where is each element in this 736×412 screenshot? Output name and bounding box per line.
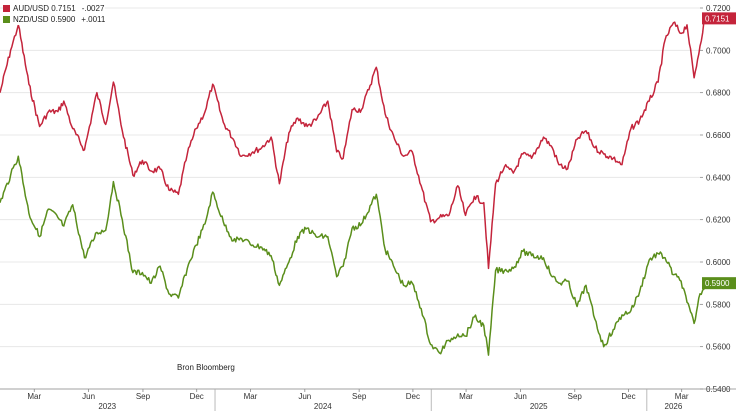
x-tick-label: Jun — [82, 392, 95, 401]
x-tick-label: Dec — [406, 392, 420, 401]
year-label: 2025 — [530, 402, 548, 411]
legend-last-nzd: 0.5900 — [50, 15, 76, 24]
x-tick-label: Sep — [136, 392, 151, 401]
legend-change-aud: -.0027 — [81, 4, 105, 13]
y-tick-label: 0.7000 — [706, 46, 731, 55]
series-lines — [0, 12, 710, 356]
x-axis: Mar Jun Sep Dec Mar Jun Sep Dec Mar Jun Sep Dec Mar2… — [0, 388, 736, 411]
last-value-label-0: 0.7151 — [705, 14, 730, 23]
x-tick-label: Mar — [459, 392, 473, 401]
last-value-labels: 0.7151 0.5900 — [702, 12, 736, 290]
y-tick-label: 0.6200 — [706, 216, 731, 225]
x-tick-label: Dec — [190, 392, 204, 401]
source-note: Bron Bloomberg — [177, 363, 235, 372]
legend-pair-nzd: NZD/USD — [13, 15, 49, 24]
x-tick-label: Dec — [621, 392, 635, 401]
y-tick-label: 0.6600 — [706, 131, 731, 140]
year-label: 2026 — [665, 402, 683, 411]
legend: AUD/USD 0.7151 -.0027 NZD/USD 0.5900 +.001… — [3, 3, 106, 25]
last-value-label-1: 0.5900 — [705, 279, 730, 288]
legend-last-aud: 0.7151 — [51, 4, 76, 13]
x-tick-label: Sep — [352, 392, 367, 401]
last-value-box-1 — [702, 277, 736, 290]
x-tick-label: Jun — [298, 392, 311, 401]
y-tick-label: 0.5400 — [706, 385, 731, 394]
y-tick-label: 0.7200 — [706, 4, 731, 13]
series-line-1 — [0, 155, 710, 356]
legend-swatch-nzd — [3, 16, 10, 23]
legend-swatch-aud — [3, 5, 10, 12]
legend-pair-aud: AUD/USD — [13, 4, 50, 13]
y-tick-label: 0.6800 — [706, 89, 731, 98]
legend-item-aud: AUD/USD 0.7151 -.0027 — [3, 3, 105, 14]
legend-change-nzd: +.0011 — [81, 15, 106, 24]
y-tick-label: 0.6400 — [706, 173, 731, 182]
y-tick-label: 0.6000 — [706, 258, 731, 267]
series-line-0 — [0, 12, 710, 270]
year-label: 2024 — [314, 402, 332, 411]
x-tick-label: Sep — [568, 392, 583, 401]
y-axis: 0.5400 0.5600 0.5800 0.6000 0.6200 0.6400 0.66… — [700, 4, 731, 394]
x-tick-label: Mar — [27, 392, 41, 401]
year-label: 2023 — [98, 402, 116, 411]
y-tick-label: 0.5600 — [706, 343, 731, 352]
y-tick-label: 0.5800 — [706, 300, 731, 309]
last-value-box-0 — [702, 12, 736, 25]
legend-item-nzd: NZD/USD 0.5900 +.0011 — [3, 14, 105, 25]
x-tick-label: Mar — [675, 392, 689, 401]
x-tick-label: Jun — [514, 392, 527, 401]
gridlines — [0, 7, 700, 390]
x-tick-label: Mar — [244, 392, 258, 401]
